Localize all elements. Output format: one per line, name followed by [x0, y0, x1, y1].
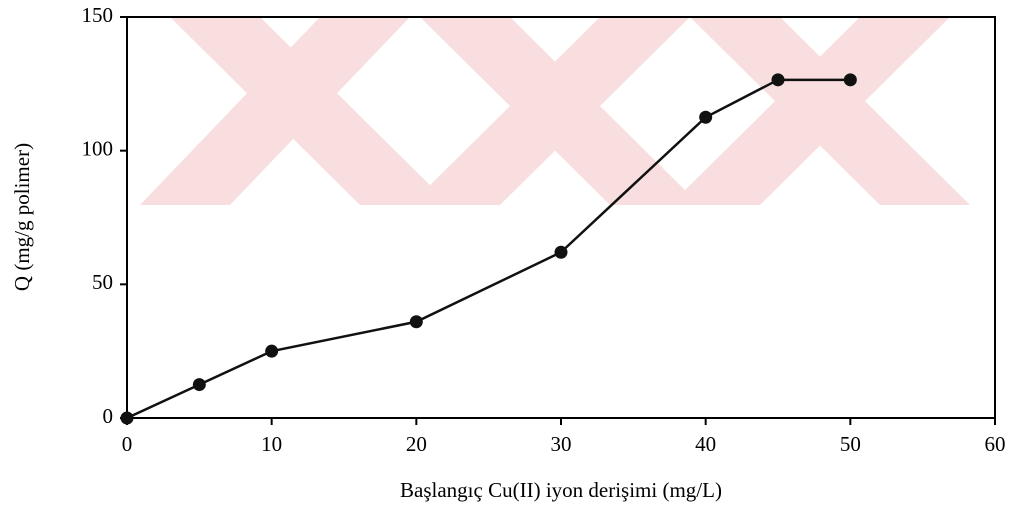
data-point	[699, 110, 713, 124]
data-point	[192, 378, 206, 392]
watermark-stripe	[140, 17, 410, 205]
y-axis-label: Q (mg/g polimer)	[10, 143, 34, 291]
x-tick-label: 10	[261, 432, 282, 456]
data-point	[771, 73, 785, 87]
y-tick-label: 100	[82, 136, 114, 160]
watermark-stripe	[670, 17, 950, 205]
y-tick-label: 0	[103, 404, 114, 428]
data-point	[265, 344, 279, 358]
x-tick-label: 60	[985, 432, 1006, 456]
x-tick-label: 20	[406, 432, 427, 456]
data-point	[409, 315, 423, 329]
y-tick-label: 50	[92, 270, 113, 294]
x-axis-label: Başlangıç Cu(II) iyon derişimi (mg/L)	[400, 478, 722, 502]
x-tick-label: 50	[840, 432, 861, 456]
y-tick-label: 150	[82, 3, 114, 27]
data-point	[843, 73, 857, 87]
x-tick-label: 30	[551, 432, 572, 456]
data-point	[120, 411, 134, 425]
data-line	[126, 78, 851, 420]
x-tick-label: 40	[695, 432, 716, 456]
watermark	[140, 17, 970, 205]
data-point	[554, 245, 568, 259]
x-tick-label: 0	[122, 432, 133, 456]
watermark-stripe	[410, 17, 690, 205]
